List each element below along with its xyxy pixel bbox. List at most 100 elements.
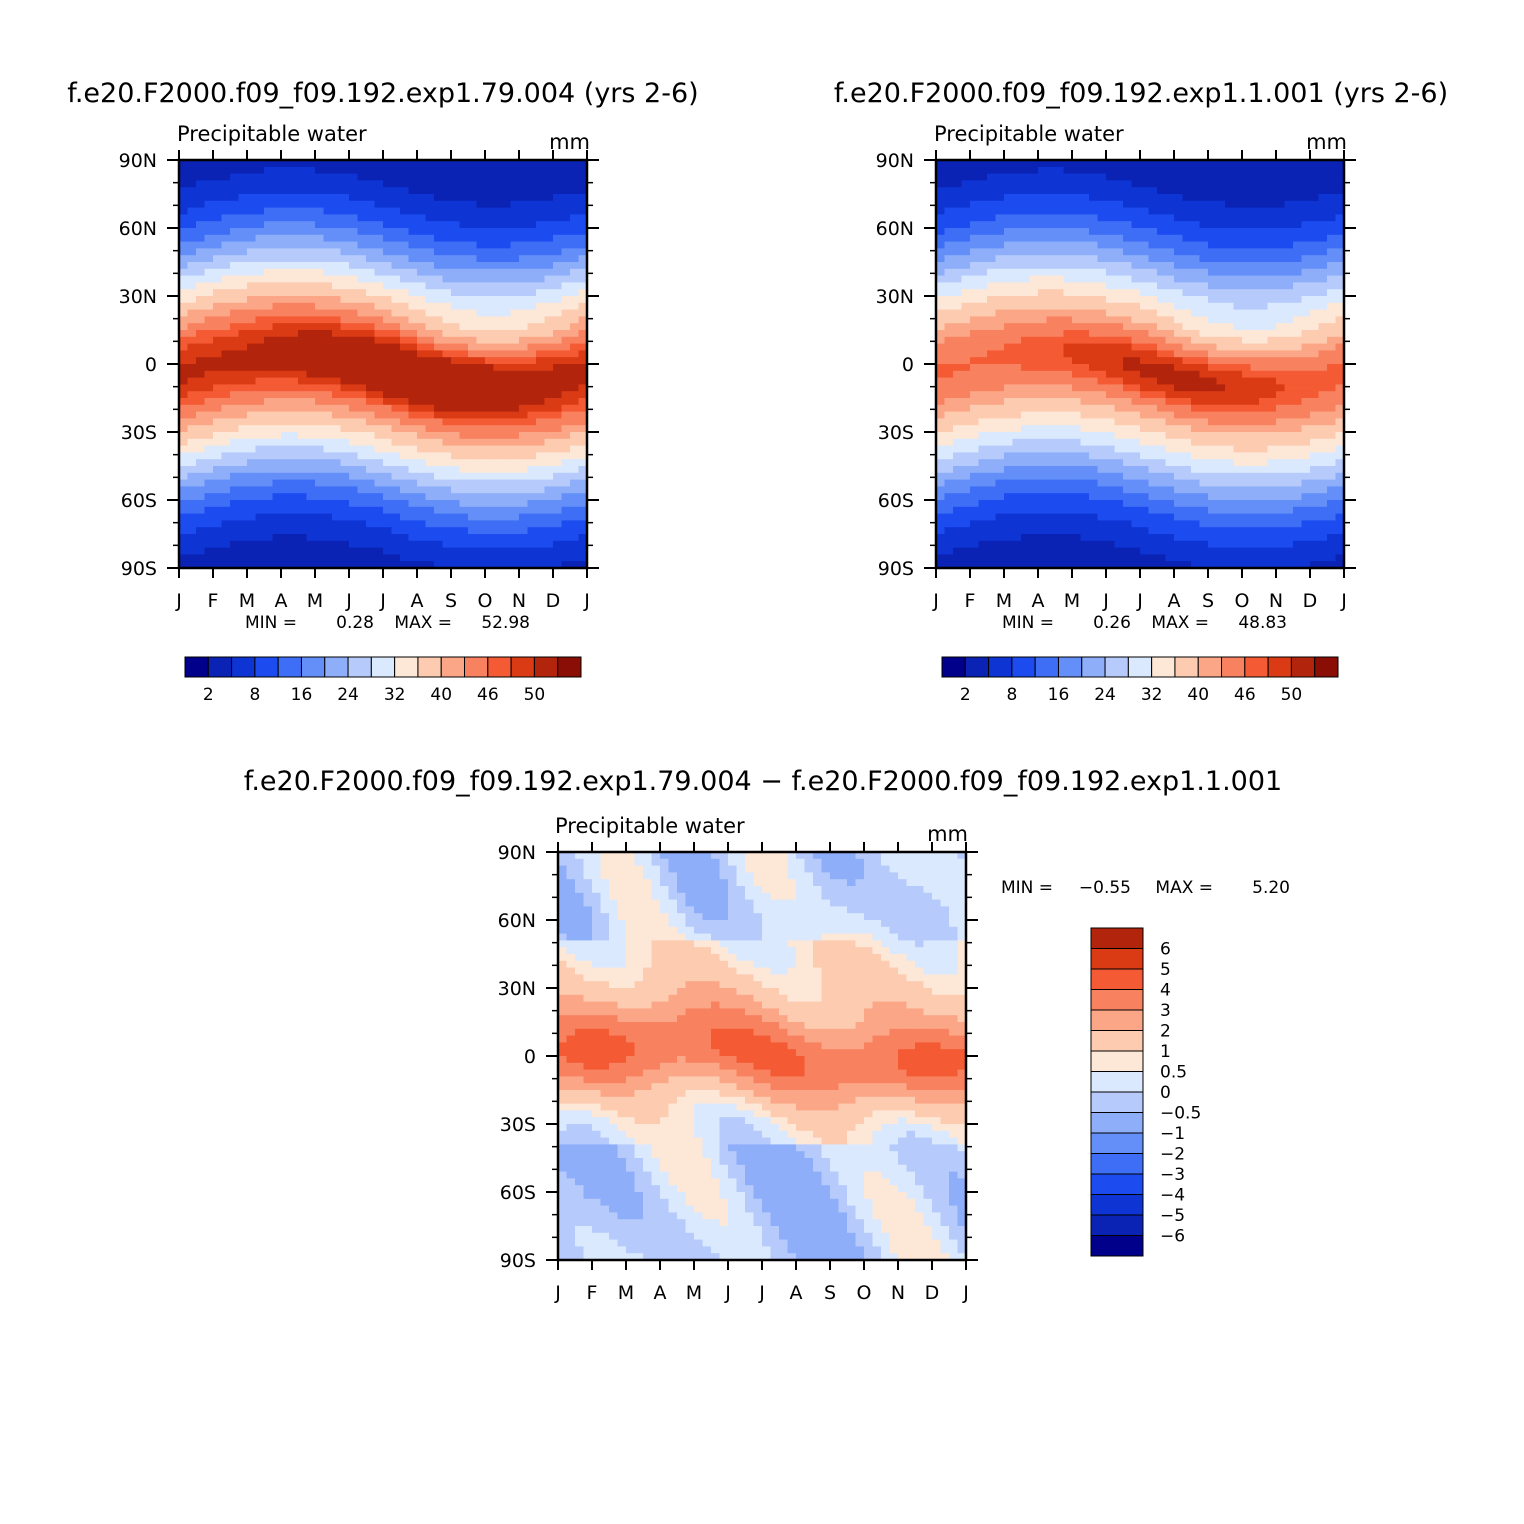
heatmap-cell — [298, 500, 308, 508]
heatmap-cell — [995, 187, 1005, 195]
heatmap-cell — [553, 166, 563, 175]
heatmap-cell — [1233, 323, 1243, 331]
heatmap-cell — [1267, 228, 1277, 236]
heatmap-cell — [1114, 425, 1124, 433]
heatmap-cell — [357, 268, 367, 277]
heatmap-cell — [970, 262, 980, 270]
heatmap-cell — [434, 459, 444, 467]
heatmap-cell — [1055, 194, 1065, 202]
heatmap-cell — [570, 357, 580, 365]
heatmap-cell — [281, 364, 291, 372]
heatmap-cell — [323, 534, 333, 542]
heatmap-cell — [281, 350, 291, 358]
heatmap-cell — [544, 540, 554, 549]
heatmap-cell — [527, 343, 537, 351]
heatmap-cell — [1276, 221, 1286, 229]
heatmap-cell — [1335, 316, 1345, 324]
heatmap-cell — [366, 241, 376, 249]
heatmap-cell — [1114, 166, 1124, 175]
heatmap-cell — [289, 309, 299, 317]
heatmap-cell — [255, 561, 265, 569]
heatmap-cell — [417, 228, 427, 236]
heatmap-cell — [408, 561, 418, 569]
heatmap-cell — [987, 255, 997, 263]
heatmap-cell — [238, 479, 248, 487]
heatmap-cell — [315, 330, 325, 338]
heatmap-cell — [417, 234, 427, 243]
heatmap-cell — [578, 228, 588, 236]
heatmap-cell — [553, 554, 563, 562]
heatmap-cell — [196, 479, 206, 487]
heatmap-cell — [196, 418, 206, 426]
heatmap-cell — [289, 248, 299, 256]
heatmap-cell — [944, 248, 954, 256]
heatmap-cell — [1012, 275, 1022, 283]
heatmap-cell — [298, 241, 308, 249]
heatmap-cell — [1012, 187, 1022, 195]
heatmap-cell — [357, 289, 367, 297]
heatmap-cell — [238, 534, 248, 542]
heatmap-cell — [536, 445, 546, 453]
heatmap-cell — [366, 309, 376, 317]
heatmap-cell — [1267, 377, 1277, 385]
heatmap-cell — [476, 302, 486, 311]
heatmap-cell — [1012, 357, 1022, 365]
heatmap-cell — [221, 520, 231, 528]
heatmap-cell — [476, 398, 486, 406]
heatmap-cell — [1063, 330, 1073, 338]
heatmap-cell — [468, 173, 478, 181]
heatmap-cell — [230, 166, 240, 175]
heatmap-cell — [1004, 275, 1014, 283]
heatmap-cell — [1029, 166, 1039, 175]
heatmap-cell — [357, 486, 367, 494]
heatmap-cell — [502, 323, 512, 331]
heatmap-cell — [315, 275, 325, 283]
heatmap-cell — [944, 180, 954, 188]
heatmap-cell — [213, 180, 223, 188]
heatmap-cell — [1140, 391, 1150, 399]
heatmap-cell — [502, 391, 512, 399]
heatmap-cell — [1191, 268, 1201, 277]
heatmap-cell — [281, 466, 291, 474]
heatmap-cell — [1233, 370, 1243, 379]
heatmap-cell — [578, 302, 588, 311]
heatmap-cell — [1182, 350, 1192, 358]
heatmap-cell — [349, 377, 359, 385]
heatmap-cell — [1250, 200, 1260, 209]
max-value: 52.98 — [481, 613, 530, 633]
heatmap-cell — [1140, 411, 1150, 419]
heatmap-cell — [340, 398, 350, 406]
heatmap-cell — [995, 228, 1005, 236]
heatmap-cell — [995, 343, 1005, 351]
heatmap-cell — [961, 268, 971, 277]
heatmap-cell — [987, 234, 997, 243]
heatmap-cell — [1318, 391, 1328, 399]
heatmap-cell — [1276, 275, 1286, 283]
heatmap-cell — [1233, 432, 1243, 440]
heatmap-cell — [255, 282, 265, 290]
heatmap-cell — [1225, 173, 1235, 181]
heatmap-cell — [187, 309, 197, 317]
heatmap-cell — [502, 479, 512, 487]
heatmap-cell — [213, 472, 223, 481]
heatmap-cell — [936, 166, 946, 175]
heatmap-cell — [961, 200, 971, 209]
heatmap-cell — [1259, 336, 1269, 345]
heatmap-cell — [1284, 282, 1294, 290]
heatmap-cell — [1106, 398, 1116, 406]
heatmap-cell — [1293, 343, 1303, 351]
heatmap-cell — [561, 268, 571, 277]
heatmap-cell — [1182, 357, 1192, 365]
heatmap-cell — [1301, 350, 1311, 358]
heatmap-cell — [1242, 343, 1252, 351]
heatmap-cell — [1225, 268, 1235, 277]
heatmap-cell — [544, 234, 554, 243]
heatmap-cell — [1165, 364, 1175, 372]
heatmap-cell — [536, 228, 546, 236]
heatmap-cell — [374, 445, 384, 453]
heatmap-cell — [1063, 221, 1073, 229]
heatmap-cell — [366, 268, 376, 277]
heatmap-cell — [995, 418, 1005, 426]
heatmap-cell — [1233, 377, 1243, 385]
heatmap-cell — [417, 506, 427, 515]
